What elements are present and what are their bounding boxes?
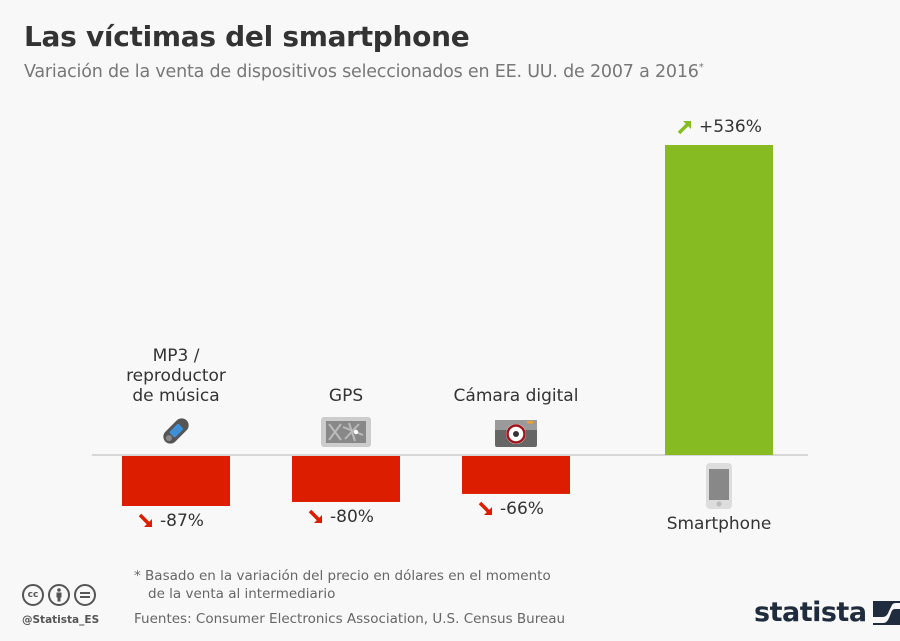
category-label-line: Smartphone <box>666 514 772 534</box>
subtitle-marker: * <box>698 62 704 74</box>
footnote-line-2: de la venta al intermediario <box>148 586 336 602</box>
value-label-4: +536% <box>677 117 762 137</box>
subtitle-text: Variación de la venta de dispositivos se… <box>24 62 699 82</box>
value-label-2: -80% <box>308 507 374 527</box>
arrow-down-right-icon <box>478 501 492 515</box>
value-text: -87% <box>160 511 204 531</box>
camera-icon <box>495 420 537 447</box>
category-label-3: Cámara digital <box>436 386 596 406</box>
statista-logo-icon <box>872 600 900 625</box>
chart-subtitle: Variación de la venta de dispositivos se… <box>24 62 704 82</box>
chart-title: Las víctimas del smartphone <box>24 20 470 53</box>
arrow-up-right-icon <box>677 121 691 135</box>
value-label-3: -66% <box>478 499 544 519</box>
cc-icon: cc <box>22 584 44 606</box>
category-label-line: de música <box>132 386 220 406</box>
category-label-line: reproductor <box>126 366 226 386</box>
arrow-down-right-icon <box>138 513 152 527</box>
value-text: -66% <box>500 498 544 519</box>
category-label-2: GPS <box>266 386 426 406</box>
value-text: +536% <box>699 117 762 137</box>
category-label-line: Cámara digital <box>453 386 579 406</box>
footnote: * Basado en la variación del precio en d… <box>134 567 551 603</box>
value-text: -80% <box>330 506 374 527</box>
logo-text: statista <box>754 597 867 628</box>
no-derivatives-icon <box>74 584 96 606</box>
social-handle[interactable]: @Statista_ES <box>22 614 100 626</box>
category-label-4: Smartphone <box>639 514 799 534</box>
bar-chart <box>92 145 808 506</box>
attribution-icon <box>48 584 70 606</box>
smartphone-icon <box>706 463 732 509</box>
category-label-line: GPS <box>328 386 364 406</box>
gps-icon <box>321 417 371 447</box>
statista-logo[interactable]: statista <box>754 597 900 628</box>
bar-4 <box>665 145 773 455</box>
mp3-player-icon <box>163 418 189 444</box>
category-label-line: MP3 / <box>152 346 200 366</box>
sources: Fuentes: Consumer Electronics Associatio… <box>134 611 566 627</box>
arrow-down-right-icon <box>308 509 322 523</box>
bar-1 <box>122 456 230 506</box>
bar-3 <box>462 456 570 494</box>
footnote-line-1: * Basado en la variación del precio en d… <box>134 568 551 584</box>
license-icons[interactable]: cc <box>22 584 96 606</box>
value-label-1: -87% <box>138 511 204 531</box>
bar-2 <box>292 456 400 502</box>
category-label-1: MP3 /reproductor de música <box>96 346 256 406</box>
